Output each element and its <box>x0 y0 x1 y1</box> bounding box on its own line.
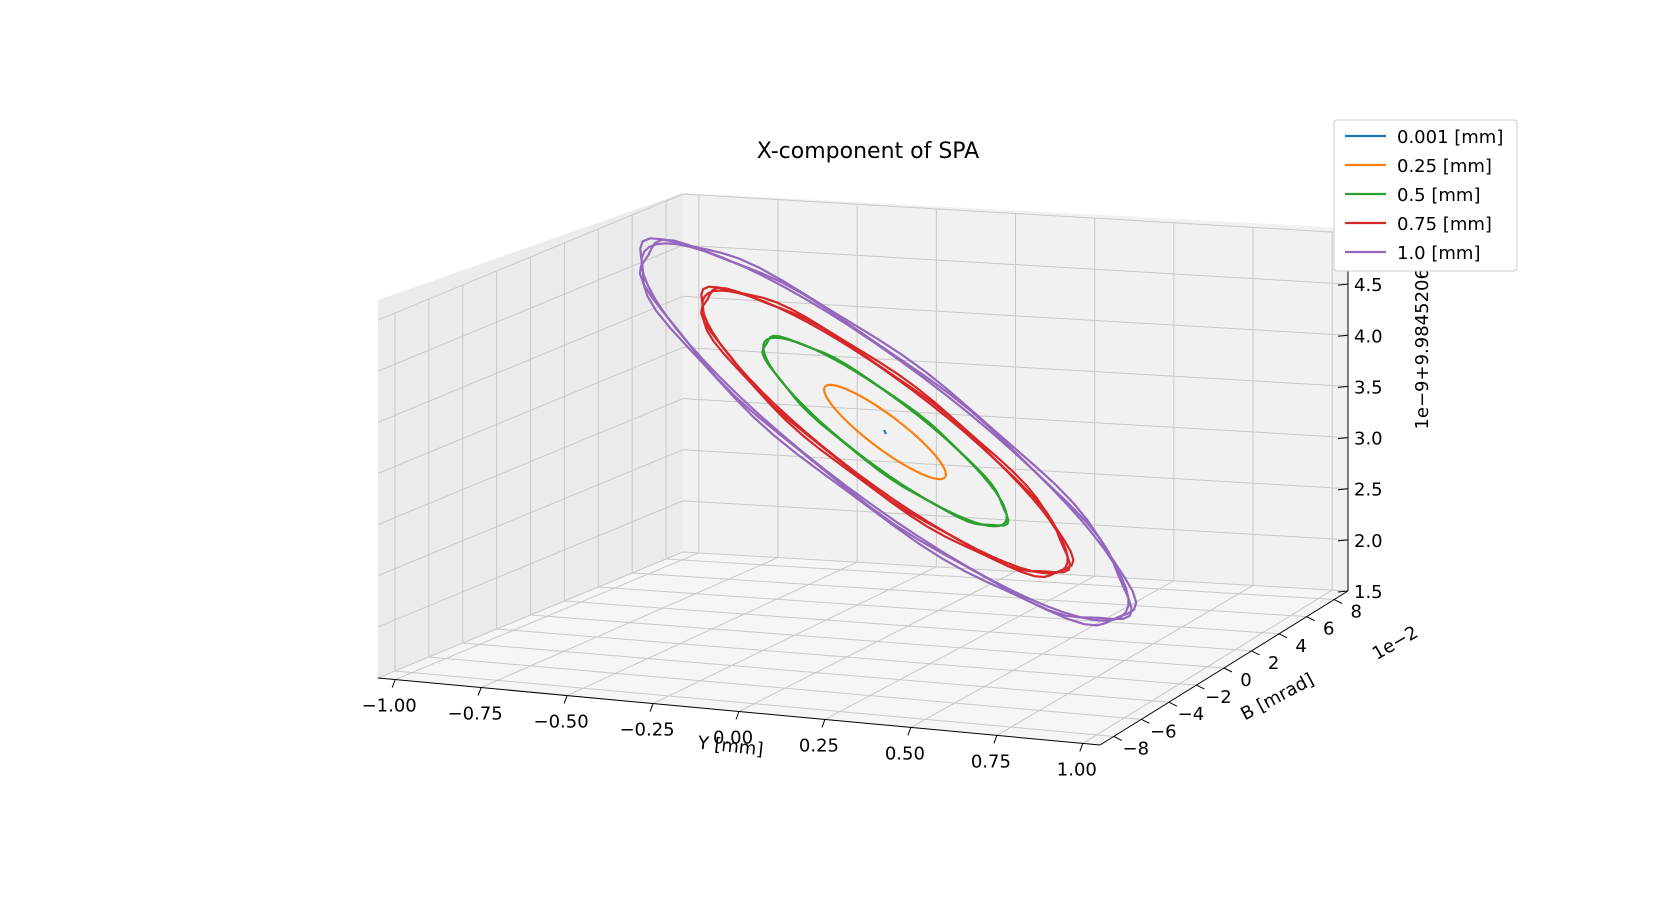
z-axis-label: 1e−9+9.9845206e−1 <box>1412 230 1433 429</box>
y-tick-label: −8 <box>1123 738 1150 759</box>
data-series <box>638 237 1138 627</box>
z-gridline-side <box>377 193 684 321</box>
legend-label: 0.5 [mm] <box>1397 185 1480 206</box>
legend-label: 1.0 [mm] <box>1397 243 1480 264</box>
z-gridline-side <box>377 346 684 474</box>
z-tick-mark <box>1337 539 1349 542</box>
x-tick-mark <box>1079 743 1084 752</box>
x-tick-label: 0.75 <box>971 751 1011 772</box>
z-gridline-back <box>682 551 1349 592</box>
series-line <box>638 238 1133 621</box>
series-line <box>700 286 1071 574</box>
z-gridline-back <box>682 244 1349 285</box>
y-tick-mark <box>1278 633 1288 639</box>
z-gridline-side <box>377 398 684 526</box>
series-line <box>639 237 1138 627</box>
z-tick-label: 3.0 <box>1354 429 1383 450</box>
z-tick-mark <box>1337 283 1349 286</box>
z-tick-mark <box>1337 437 1349 440</box>
z-gridline-back <box>682 449 1349 490</box>
z-tick-mark <box>1337 334 1349 337</box>
z-tick-mark <box>1337 590 1349 593</box>
y-axis-line <box>1099 590 1349 746</box>
y-tick-label: −6 <box>1150 721 1177 742</box>
x-tick-mark <box>821 719 826 728</box>
legend-label: 0.001 [mm] <box>1397 127 1503 148</box>
y-gridline-floor <box>530 614 1225 669</box>
x-tick-label: 0.50 <box>885 743 925 764</box>
y-tick-mark <box>1168 701 1178 707</box>
x-tick-label: −1.00 <box>362 696 417 717</box>
x-tick-label: 1.00 <box>1057 759 1097 780</box>
y-tick-mark <box>1113 735 1123 741</box>
y-tick-label: 0 <box>1240 670 1251 691</box>
y-tick-mark <box>1306 616 1315 622</box>
x-tick-label: −0.25 <box>619 720 674 741</box>
x-tick-mark <box>907 727 912 736</box>
z-tick-label: 2.0 <box>1354 531 1383 552</box>
y-tick-mark <box>1333 599 1343 605</box>
y-gridline-floor <box>666 558 1335 601</box>
z-gridline-back <box>682 398 1349 439</box>
x-axis-line <box>377 677 1101 746</box>
z-tick-label: 4.5 <box>1354 275 1383 296</box>
y-gridline-floor <box>598 586 1280 635</box>
z-gridline-back <box>682 295 1349 336</box>
z-tick-label: 4.0 <box>1354 326 1383 347</box>
legend-frame <box>1333 119 1518 272</box>
axes <box>377 232 1349 752</box>
legend-label: 0.75 [mm] <box>1397 214 1492 235</box>
z-gridline-back <box>682 346 1349 387</box>
z-gridline-side <box>377 551 684 679</box>
legend: 0.001 [mm] 0.25 [mm] 0.5 [mm] 0.75 [mm] 1.0… <box>1333 119 1518 272</box>
y-tick-mark <box>1141 718 1150 724</box>
series-line <box>761 334 1010 527</box>
series-line <box>700 285 1075 579</box>
y-gridline-floor <box>632 572 1307 618</box>
x-tick-label: −0.50 <box>534 712 589 733</box>
y-tick-mark <box>1196 684 1205 690</box>
z-tick-label: 2.5 <box>1354 480 1383 501</box>
x-tick-mark <box>477 687 482 696</box>
x-tick-mark <box>735 711 740 720</box>
x-tick-label: −0.75 <box>448 704 503 725</box>
series-line <box>883 429 887 435</box>
chart-title: X-component of SPA <box>757 139 979 164</box>
y-tick-label: 6 <box>1323 619 1334 640</box>
x-tick-label: 0.00 <box>713 728 753 749</box>
z-gridline-back <box>682 193 1349 234</box>
z-tick-mark <box>1337 385 1349 388</box>
y-tick-label: −4 <box>1178 704 1205 725</box>
y-gridline-floor <box>496 628 1197 686</box>
y-axis-offset-label: 1e−2 <box>1369 622 1422 665</box>
z-tick-mark <box>1337 488 1349 491</box>
y-gridline-floor <box>564 600 1252 652</box>
y-tick-label: 4 <box>1295 636 1306 657</box>
z-gridline-side <box>377 449 684 577</box>
z-gridline-side <box>377 500 684 628</box>
y-tick-label: 8 <box>1350 602 1361 623</box>
y-gridline-floor <box>462 642 1169 703</box>
y-tick-label: 2 <box>1268 653 1279 674</box>
z-gridline-back <box>682 500 1349 541</box>
z-tick-label: 1.5 <box>1354 582 1383 603</box>
x-tick-mark <box>993 735 998 744</box>
x-tick-mark <box>391 679 396 688</box>
series-line <box>823 383 947 481</box>
y-gridline-floor <box>428 656 1142 720</box>
y-gridline-floor <box>394 670 1114 737</box>
z-gridline-side <box>377 244 684 372</box>
y-tick-mark <box>1223 667 1233 673</box>
x-tick-mark <box>563 695 568 704</box>
z-tick-label: 3.5 <box>1354 377 1383 398</box>
x-tick-label: 0.25 <box>799 735 839 756</box>
z-gridline-side <box>377 295 684 423</box>
x-tick-mark <box>649 703 654 712</box>
y-tick-mark <box>1251 650 1260 656</box>
legend-label: 0.25 [mm] <box>1397 156 1492 177</box>
x-axis-label: Y [mm] <box>696 733 765 761</box>
y-tick-label: −2 <box>1205 687 1232 708</box>
